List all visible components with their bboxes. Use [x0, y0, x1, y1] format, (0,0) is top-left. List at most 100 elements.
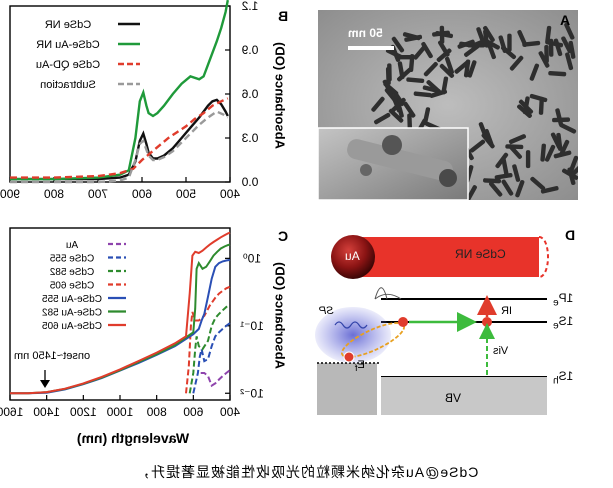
nanorod	[413, 44, 427, 60]
nanorod	[457, 39, 475, 49]
nanorod	[441, 76, 449, 95]
onset-annotation: onset~1450 nm	[14, 350, 91, 362]
nanorod	[540, 186, 559, 194]
scale-bar-label: 50 nm	[348, 26, 383, 40]
nanorod	[507, 33, 512, 52]
nanorod	[552, 117, 571, 123]
nanorod	[426, 80, 442, 94]
chart-c-legend-label: CdSe 605	[49, 281, 94, 292]
nanorod	[429, 89, 448, 98]
nanorod	[553, 150, 572, 159]
nanorod	[517, 104, 532, 118]
chart-b-series-line-3	[10, 97, 229, 179]
nanorod	[445, 56, 454, 75]
nanorod	[550, 132, 562, 150]
nanorod	[548, 38, 554, 57]
nanorod	[561, 36, 572, 54]
panel-d-schematic: CdSe NR Au 1Pe 1Se 1Sh IR Vis SP Ef VB D	[315, 225, 585, 415]
hole-dot	[343, 351, 355, 363]
chart-c-series	[10, 231, 231, 395]
nanorod	[397, 67, 412, 82]
chart-c-series-line-6	[10, 243, 231, 395]
nanorod-body	[349, 237, 539, 277]
nanorod	[439, 25, 445, 44]
chart-b-x-tick-label: 800	[44, 187, 64, 201]
chart-b-legend-label: CdSe QD-Au	[36, 59, 100, 71]
chart-c-y-tick-label: 10⁻¹	[240, 319, 264, 333]
nanorod	[388, 108, 404, 123]
nanorod	[391, 95, 402, 113]
chart-c-legend-label: CdSe-Au 605	[42, 321, 102, 332]
panel-label-d: D	[565, 227, 576, 243]
chart-b-x-tick-label: 400	[220, 187, 240, 201]
level-1se-label: 1Se	[553, 314, 574, 332]
vb-label: VB	[445, 391, 462, 405]
electron-dot-right	[482, 317, 492, 327]
chart-b-series-line-4	[10, 110, 229, 184]
rod-label: CdSe NR	[455, 247, 506, 261]
nanorod	[495, 152, 509, 169]
nanorod	[467, 60, 477, 78]
chart-b-y-tick-label: 0.6	[241, 87, 258, 101]
nanorod	[489, 181, 503, 197]
ir-label: IR	[501, 305, 512, 317]
nanorod	[529, 63, 540, 81]
chart-b-y-tick-label: 0.9	[241, 43, 258, 57]
nanorod	[512, 164, 521, 182]
nanorod	[391, 36, 405, 53]
tip-label: Au	[345, 249, 360, 263]
nanorod	[498, 35, 507, 53]
nanorod	[469, 139, 486, 153]
nanorod-cluster	[371, 22, 585, 202]
valence-band	[381, 377, 547, 415]
chart-c-y-tick-label: 10⁰	[243, 251, 261, 265]
chart-c-legend-label: CdSe-Au 582	[42, 308, 102, 319]
chart-c-legend-label: CdSe-Au 555	[42, 294, 102, 305]
scale-bar	[348, 46, 394, 50]
nanorod	[483, 178, 502, 184]
nanorod	[421, 41, 433, 59]
nanorod-tip-dashed	[538, 236, 549, 278]
chart-c-y-axis-label: Absorbance (OD)	[272, 262, 288, 369]
chart-c-x-tick-label: 1000	[106, 405, 133, 419]
nanorod	[548, 70, 567, 77]
nanorod	[494, 172, 513, 180]
nanorod	[403, 101, 416, 118]
nanorod	[413, 91, 432, 98]
fermi-label: Ef	[355, 359, 365, 374]
nanorod	[467, 43, 486, 48]
nanorod	[564, 22, 575, 40]
chart-b-y-axis-label: Absorbance (OD)	[272, 42, 288, 149]
nanorod	[538, 96, 544, 115]
chart-c-x-tick-label: 1200	[70, 405, 97, 419]
chart-c-series-line-1	[200, 369, 231, 388]
chart-b-frame	[9, 5, 231, 183]
nanorod	[515, 180, 525, 198]
level-1pe-label: 1Pe	[553, 291, 574, 309]
chart-b-y-tick-label: 0.0	[241, 175, 258, 189]
sp-wave	[334, 321, 368, 329]
nanorod	[454, 60, 470, 74]
nanorod	[371, 96, 385, 112]
chart-b-legend-label: CdSe-Au NR	[36, 39, 100, 51]
nanorod	[559, 123, 577, 134]
chart-c-x-tick-label: 1400	[33, 405, 60, 419]
chart-b-x-tick-label: 600	[132, 187, 152, 201]
gold-fermi-sea	[317, 363, 377, 415]
nanorod	[518, 99, 534, 114]
chart-b-x-tick-label: 700	[88, 187, 108, 201]
panel-label-a: A	[560, 12, 571, 28]
chart-b-legend: CdSe NR CdSe-Au NR CdSe QD-Au Subtraction	[36, 19, 140, 91]
surface-plasmon-glow	[315, 307, 391, 363]
chart-c-series-line-7	[10, 231, 231, 395]
nanorod	[476, 27, 486, 45]
chart-c-y-tick-label: 10⁻²	[240, 386, 264, 400]
nanorod	[544, 144, 556, 162]
nanorod	[568, 155, 579, 173]
nanorod	[508, 134, 527, 144]
nanorod	[565, 52, 574, 71]
nanorod	[525, 150, 531, 169]
level-1sh-label: 1Sh	[553, 369, 574, 387]
